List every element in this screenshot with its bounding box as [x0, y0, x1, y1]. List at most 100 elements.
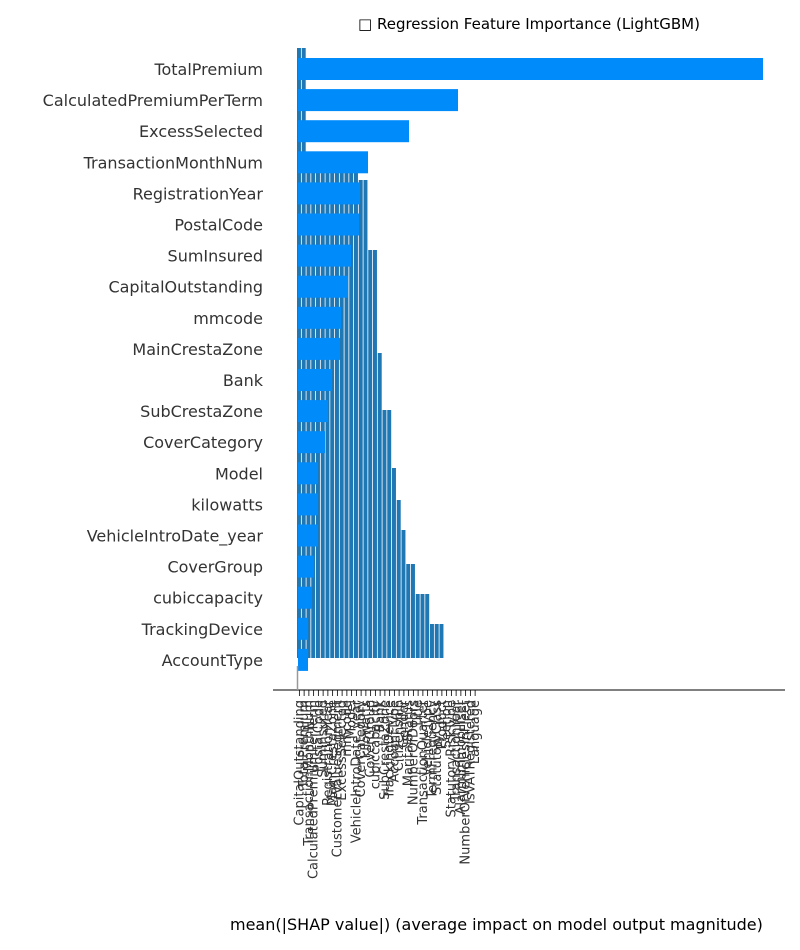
shap-bar-TransactionMonthNum [298, 151, 368, 174]
x-tick-label: SumInsured [316, 700, 331, 778]
x-tick-label: cubiccapacity [368, 700, 383, 790]
shap-bar-MainCrestaZone [298, 337, 340, 360]
x-tick-label: TotalPremium [297, 700, 312, 789]
x-tick-label: ExcessSelected [335, 700, 350, 801]
shap-bar-SubCrestaZone [298, 400, 328, 423]
shap-bar-PostalCode [298, 213, 359, 236]
feature-label: kilowatts [191, 495, 263, 514]
overlay-bar [396, 500, 401, 658]
overlay-bar [344, 173, 349, 658]
shap-bar-SumInsured [298, 244, 351, 267]
feature-label: Bank [223, 371, 264, 390]
feature-label: Model [215, 464, 263, 483]
feature-label: mmcode [193, 309, 263, 328]
overlay-bar [335, 163, 339, 658]
feature-label: CoverCategory [143, 433, 263, 452]
x-tick-label: Bank [373, 700, 388, 733]
chart-title: □ Regression Feature Importance (LightGB… [358, 15, 700, 33]
feature-label: CapitalOutstanding [108, 278, 263, 297]
x-tick-label: CapitalOutstanding [292, 700, 307, 826]
x-tick-label: mmcode [340, 700, 355, 757]
x-tick-label: CalculatedPremiumPerTerm [307, 700, 322, 879]
shap-bar-CapitalOutstanding [298, 275, 348, 298]
feature-label: CalculatedPremiumPerTerm [43, 91, 263, 110]
feature-label: SubCrestaZone [140, 402, 263, 421]
overlay-bar [358, 180, 363, 658]
shap-bar-RegistrationYear [298, 182, 360, 205]
feature-label: PostalCode [174, 216, 263, 235]
x-tick-label: Language [468, 700, 483, 764]
overlay-bar [392, 468, 396, 658]
feature-label: TransactionMonthNum [83, 153, 263, 172]
overlay-bar [354, 173, 358, 658]
x-tick-label: IsVATRegistered [463, 700, 478, 804]
shap-bar-cubiccapacity [298, 586, 312, 609]
x-tick-label: NumberOfVehiclesInFleet [459, 700, 474, 865]
overlay-bar [439, 624, 444, 658]
overlay-bar [415, 594, 420, 658]
overlay-bar [411, 564, 415, 658]
overlay-bar [401, 530, 406, 658]
x-tick-label: kilowatts [359, 700, 374, 758]
x-tick-label: StatutoryRiskType [444, 700, 459, 818]
x-tick-label: VehicleIntroDate_year [349, 699, 364, 843]
overlay-bar [363, 180, 368, 658]
shap-bar-kilowatts [298, 493, 318, 516]
x-tick-label: MainCrestaZone [326, 700, 341, 806]
x-tick-label: RegistrationYear [321, 699, 336, 806]
x-tick-label: TransactionYear [449, 699, 464, 803]
x-tick-label: MaritalStatus [402, 700, 417, 786]
feature-label: CoverGroup [167, 558, 263, 577]
overlay-bar [339, 163, 344, 658]
shap-bar-CalculatedPremiumPerTerm [298, 89, 458, 112]
x-tick-label: Model [345, 700, 360, 739]
x-tick-label: AlarmImmobiliser [454, 699, 469, 814]
x-tick-marks [298, 690, 476, 696]
x-tick-label: VehicleType [421, 700, 436, 776]
x-tick-label: TransactionMonthNum [302, 700, 317, 847]
x-tick-label: Title [411, 700, 426, 729]
x-tick-label: Section [440, 700, 455, 748]
overlay-bar [382, 410, 387, 658]
feature-label: cubiccapacity [153, 589, 263, 608]
x-tick-label: CoverGroup [364, 700, 379, 778]
overlay-bar [368, 250, 373, 658]
overlay-bar [330, 163, 335, 658]
x-axis-label: mean(|SHAP value|) (average impact on mo… [230, 915, 763, 934]
shap-bar-Bank [298, 369, 332, 391]
x-tick-label: Gender [397, 699, 412, 748]
overlay-bar [430, 624, 434, 658]
overlay-bar [373, 250, 377, 658]
x-tick-label: CustomerValueSegment [330, 700, 345, 857]
x-tick-label: TransactionQuarter [416, 699, 431, 825]
overlay-bar [425, 594, 430, 658]
feature-label: RegistrationYear [133, 184, 264, 203]
overlay-bar [377, 353, 382, 658]
feature-label: SumInsured [168, 247, 263, 266]
feature-label: AccountType [162, 651, 263, 670]
overlay-bar [406, 564, 411, 658]
shap-bars [298, 58, 763, 671]
x-tick-label: StatutoryClass [430, 700, 445, 795]
x-tick-label: Citizenship [392, 700, 407, 771]
x-tick-label: TermFrequency [425, 700, 440, 800]
x-tick-label: AccountType [387, 700, 402, 782]
overlay-bar [387, 410, 392, 658]
x-tick-label: PostalCode [311, 700, 326, 772]
feature-label: TrackingDevice [141, 620, 263, 639]
x-tick-label: SubCrestaZone [378, 700, 393, 800]
x-tick-labels: CapitalOutstandingTotalPremiumTransactio… [292, 699, 483, 879]
shap-bar-CoverGroup [298, 555, 314, 578]
shap-bar-CoverCategory [298, 431, 325, 454]
x-tick-label: NumberOfDoors [406, 700, 421, 805]
overlay-bar [420, 594, 425, 658]
feature-labels: TotalPremium CalculatedPremiumPerTerm Exce… [43, 60, 264, 670]
shap-bar-TotalPremium [298, 58, 763, 80]
x-tick-label: TrackingDevice [383, 700, 398, 800]
feature-label: VehicleIntroDate_year [87, 527, 264, 547]
overlay-bar [349, 173, 354, 658]
shap-bar-Model [298, 462, 318, 485]
x-tick-label: Product [435, 700, 450, 749]
shap-bar-VehicleIntroDate_year [298, 524, 318, 547]
